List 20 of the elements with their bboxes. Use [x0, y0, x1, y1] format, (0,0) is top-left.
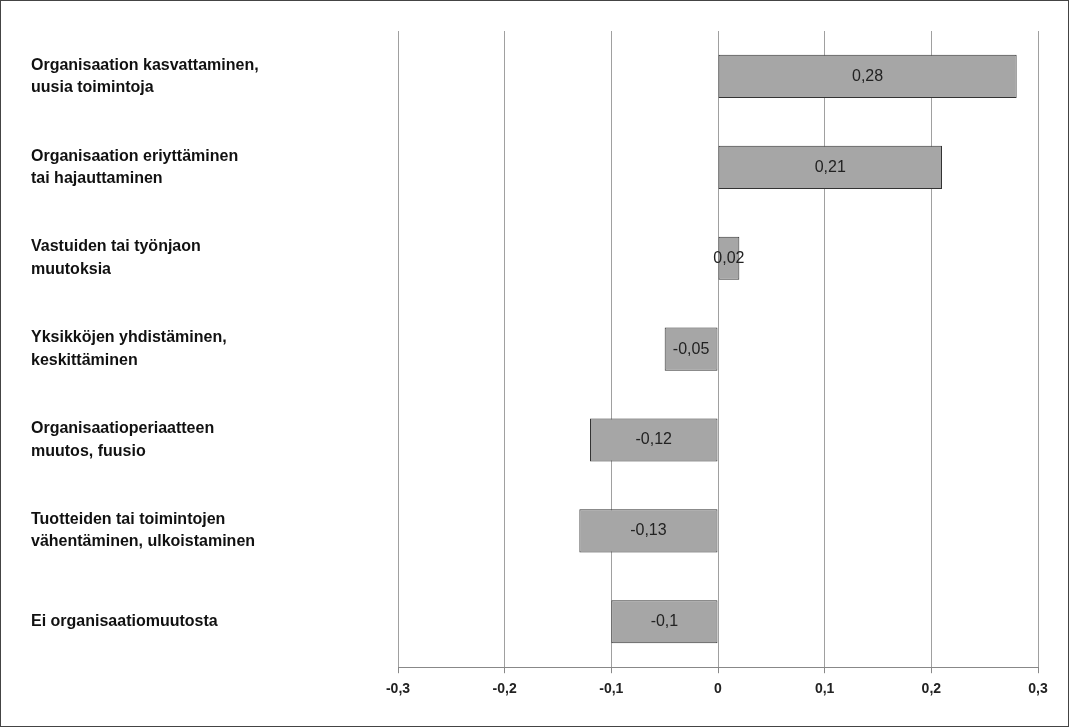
- x-tick-label: -0,3: [385, 680, 411, 697]
- y-tick-label: Organisaation kasvattaminen, uusia toimintoja: [31, 55, 259, 96]
- y-tick-label: Ei organisaatiomuutosta: [31, 612, 218, 630]
- x-tick-label: 0: [714, 680, 723, 697]
- x-tick-label: 0,2: [921, 680, 942, 697]
- x-tick-label: -0,1: [599, 680, 624, 697]
- data-label: 0,28: [852, 66, 884, 84]
- y-tick-label: Organisaation eriyttäminen tai hajauttaminen: [31, 146, 239, 186]
- data-label: 0,21: [814, 157, 846, 175]
- data-label: -0,12: [635, 430, 673, 448]
- y-tick-label: Vastuiden tai työnjaon muutoksia: [31, 237, 201, 277]
- x-tick-label: 0,1: [814, 680, 835, 697]
- data-label: -0,1: [650, 612, 679, 630]
- x-tick-label: -0,2: [492, 680, 517, 697]
- y-tick-label: Tuotteiden tai toimintojen vähentäminen, ulkoistaminen: [31, 510, 256, 550]
- y-tick-label: Organisaatioperiaatteen muutos, fuusio: [31, 419, 215, 459]
- y-tick-label: Yksikköjen yhdistäminen, keskittäminen: [31, 328, 227, 368]
- data-label: -0,05: [672, 339, 710, 357]
- x-tick-label: 0,3: [1028, 680, 1048, 697]
- data-label: -0,13: [630, 521, 667, 539]
